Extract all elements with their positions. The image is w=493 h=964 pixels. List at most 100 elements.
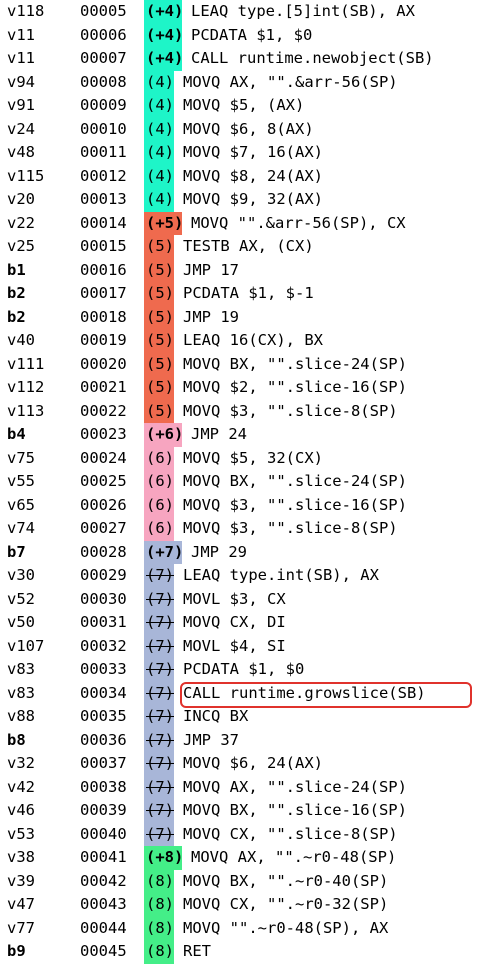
value-id: v77: [7, 918, 35, 937]
instruction-text: MOVQ $5, (AX): [183, 96, 305, 114]
listing-row: v22 00014 (+5) MOVQ "".&arr-56(SP), CX: [0, 211, 493, 235]
instruction-address: 00017: [80, 284, 127, 302]
source-line-badge: (5): [144, 352, 174, 376]
listing-row: v113 00022 (5) MOVQ $3, "".slice-8(SP): [0, 399, 493, 423]
instruction-text: MOVL $4, SI: [183, 636, 286, 655]
instruction-text: MOVQ $3, "".slice-16(SP): [183, 495, 407, 514]
block-id: b4: [7, 425, 26, 443]
value-id: v11: [7, 49, 35, 67]
instruction-address: 00005: [80, 2, 127, 20]
instruction-text: PCDATA $1, $0: [191, 25, 313, 44]
source-line-badge: (6): [144, 493, 174, 517]
listing-row: v52 00030 (7) MOVL $3, CX: [0, 587, 493, 611]
instruction-text: MOVQ AX, "".&arr-56(SP): [183, 72, 398, 91]
value-id: v38: [7, 848, 35, 866]
source-line-badge: (7): [144, 705, 174, 729]
instruction-text: LEAQ type.[5]int(SB), AX: [191, 2, 415, 20]
source-line-badge: (5): [144, 235, 174, 259]
instruction-address: 00016: [80, 260, 127, 279]
instruction-text: PCDATA $1, $0: [183, 660, 305, 678]
instruction-text: LEAQ type.int(SB), AX: [183, 566, 379, 584]
instruction-address: 00032: [80, 636, 127, 655]
value-id: v118: [7, 2, 45, 20]
instruction-address: 00015: [80, 237, 127, 255]
instruction-text: MOVQ "".~r0-48(SP), AX: [183, 918, 389, 937]
source-line-badge: (+8): [144, 846, 183, 870]
instruction-text: MOVQ AX, "".~r0-48(SP): [191, 848, 397, 866]
instruction-address: 00031: [80, 613, 127, 631]
source-line-badge: (6): [144, 470, 174, 494]
instruction-text: MOVL $3, CX: [183, 589, 286, 608]
instruction-address: 00006: [80, 25, 127, 44]
value-id: v11: [7, 25, 35, 44]
value-id: v88: [7, 707, 35, 725]
listing-row: v91 00009 (4) MOVQ $5, (AX): [0, 94, 493, 118]
instruction-text: MOVQ $9, 32(AX): [183, 190, 323, 208]
listing-row: b1 00016 (5) JMP 17: [0, 258, 493, 282]
listing-row: v88 00035 (7) INCQ BX: [0, 705, 493, 729]
instruction-address: 00041: [80, 848, 127, 866]
value-id: v75: [7, 448, 35, 467]
instruction-text: CALL runtime.newobject(SB): [191, 49, 434, 67]
listing-row: v107 00032 (7) MOVL $4, SI: [0, 634, 493, 658]
value-id: v53: [7, 824, 35, 843]
value-id: v91: [7, 96, 35, 114]
instruction-address: 00019: [80, 331, 127, 349]
listing-row: v47 00043 (8) MOVQ CX, "".~r0-32(SP): [0, 893, 493, 917]
instruction-address: 00026: [80, 495, 127, 514]
instruction-text: MOVQ $6, 8(AX): [183, 119, 314, 138]
source-line-badge: (7): [144, 634, 174, 658]
instruction-address: 00039: [80, 801, 127, 819]
instruction-text: JMP 37: [183, 730, 239, 749]
instruction-address: 00045: [80, 942, 127, 960]
value-id: v22: [7, 213, 35, 232]
instruction-address: 00020: [80, 354, 127, 373]
listing-row: v46 00039 (7) MOVQ BX, "".slice-16(SP): [0, 799, 493, 823]
instruction-text: JMP 24: [191, 425, 247, 443]
instruction-text: JMP 29: [191, 542, 247, 561]
instruction-address: 00024: [80, 448, 127, 467]
listing-row: v32 00037 (7) MOVQ $6, 24(AX): [0, 752, 493, 776]
value-id: v74: [7, 519, 35, 537]
instruction-address: 00034: [80, 683, 127, 702]
source-line-badge: (7): [144, 611, 174, 635]
value-id: v113: [7, 401, 45, 420]
source-line-badge: (8): [144, 916, 174, 940]
listing-row: b2 00018 (5) JMP 19: [0, 305, 493, 329]
listing-row: b2 00017 (5) PCDATA $1, $-1: [0, 282, 493, 306]
instruction-text: MOVQ CX, "".slice-8(SP): [183, 824, 398, 843]
source-line-badge: (6): [144, 517, 174, 541]
value-id: v83: [7, 683, 35, 702]
value-id: v30: [7, 566, 35, 584]
block-id: b8: [7, 730, 26, 749]
instruction-address: 00012: [80, 166, 127, 185]
instruction-address: 00044: [80, 918, 127, 937]
instruction-text: RET: [183, 942, 211, 960]
value-id: v39: [7, 871, 35, 890]
value-id: v65: [7, 495, 35, 514]
instruction-text: MOVQ BX, "".slice-24(SP): [183, 354, 407, 373]
source-line-badge: (8): [144, 893, 174, 917]
listing-row: v94 00008 (4) MOVQ AX, "".&arr-56(SP): [0, 70, 493, 94]
source-line-badge: (6): [144, 446, 174, 470]
listing-row: v25 00015 (5) TESTB AX, (CX): [0, 235, 493, 259]
block-id: b9: [7, 942, 26, 960]
listing-row: v39 00042 (8) MOVQ BX, "".~r0-40(SP): [0, 869, 493, 893]
source-line-badge: (7): [144, 775, 174, 799]
instruction-address: 00042: [80, 871, 127, 890]
source-line-badge: (7): [144, 752, 174, 776]
source-line-badge: (7): [144, 822, 174, 846]
value-id: v24: [7, 119, 35, 138]
listing-row: v53 00040 (7) MOVQ CX, "".slice-8(SP): [0, 822, 493, 846]
listing-row: v30 00029 (7) LEAQ type.int(SB), AX: [0, 564, 493, 588]
instruction-text: MOVQ CX, DI: [183, 613, 286, 631]
listing-row: b8 00036 (7) JMP 37: [0, 728, 493, 752]
instruction-address: 00036: [80, 730, 127, 749]
instruction-address: 00018: [80, 307, 127, 326]
source-line-badge: (+4): [144, 23, 183, 47]
listing-row: v115 00012 (4) MOVQ $8, 24(AX): [0, 164, 493, 188]
listing-row: v112 00021 (5) MOVQ $2, "".slice-16(SP): [0, 376, 493, 400]
instruction-text: INCQ BX: [183, 707, 249, 725]
block-id: b7: [7, 542, 26, 561]
